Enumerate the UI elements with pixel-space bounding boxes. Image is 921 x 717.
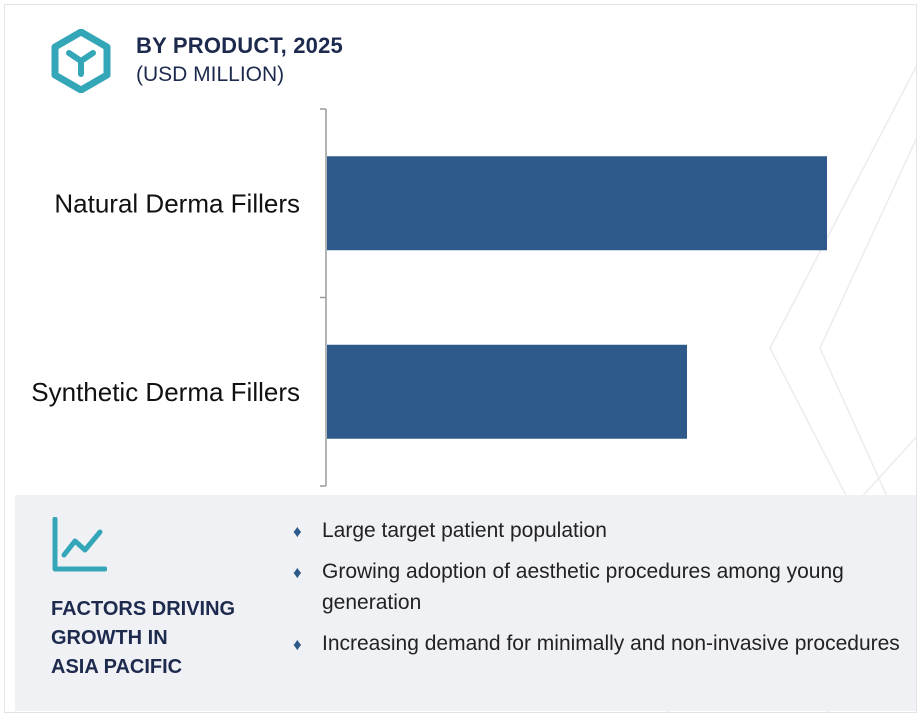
factor-item: ♦ Increasing demand for minimally and no… [291, 628, 911, 659]
chart-title: BY PRODUCT, 2025 [136, 33, 343, 58]
factors-title: FACTORS DRIVING GROWTH IN ASIA PACIFIC [51, 598, 236, 678]
category-labels: Natural Derma Fillers Synthetic Derma Fil… [31, 188, 300, 407]
diamond-bullet-icon: ♦ [293, 635, 302, 654]
trend-chart-icon [52, 517, 107, 572]
chart-subtitle: (USD MILLION) [136, 63, 285, 86]
factor-text: Increasing demand for minimally and non-… [322, 632, 900, 655]
diamond-bullet-icon: ♦ [293, 563, 302, 582]
factor-item: ♦ Large target patient population [291, 515, 911, 546]
category-label: Natural Derma Fillers [54, 188, 300, 218]
hexagon-logo-icon [51, 29, 111, 93]
factor-text: Growing adoption of aesthetic procedures… [322, 560, 844, 614]
diamond-bullet-icon: ♦ [293, 522, 302, 541]
factor-item: ♦ Growing adoption of aesthetic procedur… [291, 556, 911, 618]
bar [327, 156, 827, 251]
factors-panel: FACTORS DRIVING GROWTH IN ASIA PACIFIC ♦… [15, 495, 916, 711]
bar-series [327, 156, 827, 439]
infographic-frame: BY PRODUCT, 2025 (USD MILLION) Natural D… [4, 4, 917, 713]
category-axis [320, 108, 327, 487]
bar-chart: Natural Derma Fillers Synthetic Derma Fil… [31, 108, 827, 487]
factor-text: Large target patient population [322, 519, 607, 542]
category-label: Synthetic Derma Fillers [31, 377, 300, 407]
factors-list: ♦ Large target patient population ♦ Grow… [291, 515, 911, 669]
bar [327, 344, 687, 439]
